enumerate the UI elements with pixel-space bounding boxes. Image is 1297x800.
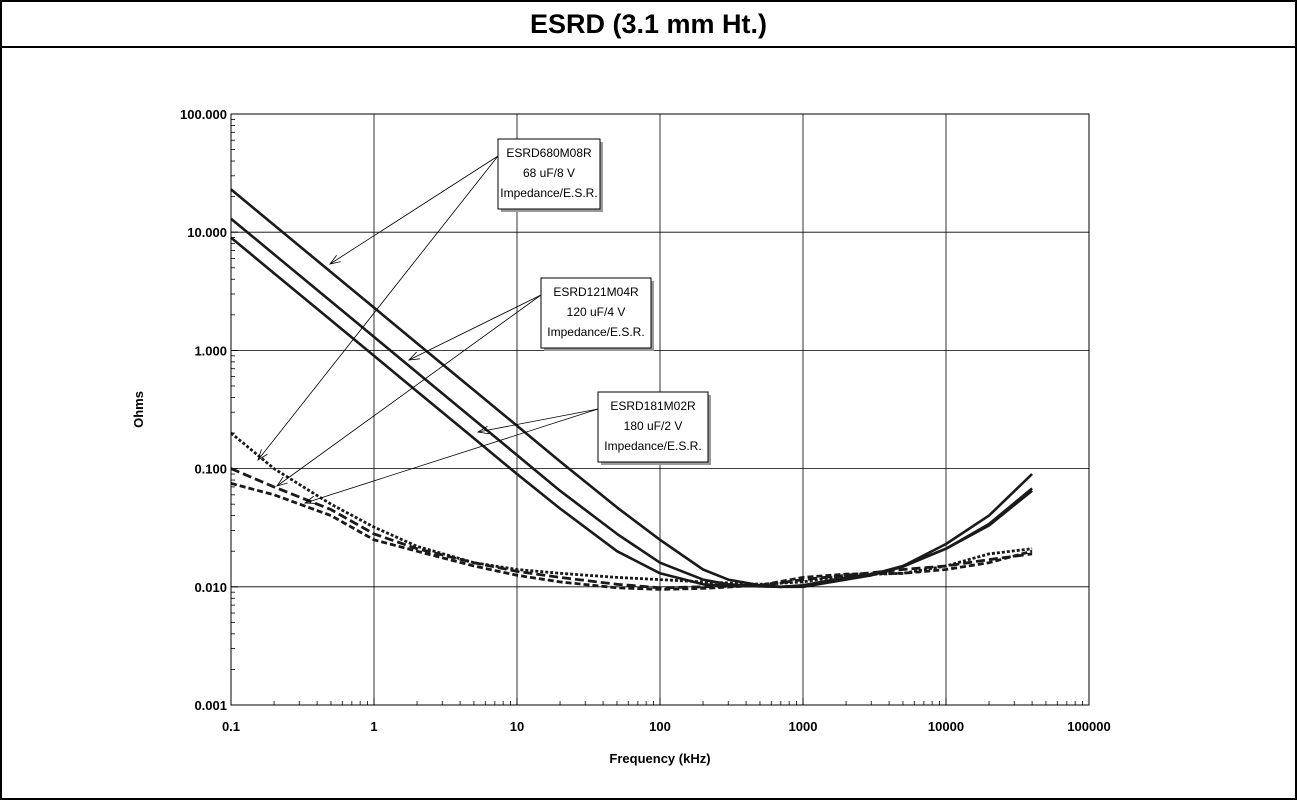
annotation-arrowhead xyxy=(303,495,317,504)
annotation-text: Impedance/E.S.R. xyxy=(547,325,644,339)
series-line-6 xyxy=(230,482,1033,591)
x-tick-labels: 0.1 1 10 100 1000 10000 100000 xyxy=(222,719,1111,734)
annotation-box xyxy=(597,391,709,463)
annotation-box xyxy=(497,138,601,210)
y-tick-label: 0.010 xyxy=(194,580,227,595)
annotation-leader-line xyxy=(477,408,599,433)
y-tick-label: 1.000 xyxy=(194,343,227,358)
series-group xyxy=(230,188,1034,591)
chart-title-bar: ESRD (3.1 mm Ht.) xyxy=(2,2,1295,48)
y-tick-label: 0.100 xyxy=(194,462,227,477)
x-tick-label: 0.1 xyxy=(222,719,240,734)
annotation-arrowhead xyxy=(257,449,268,461)
series-line-5 xyxy=(230,467,1033,590)
annotation-arrowhead xyxy=(407,351,420,361)
y-tick-label: 100.000 xyxy=(180,107,227,122)
y-tick-label: 10.000 xyxy=(187,225,227,240)
series-line-3 xyxy=(230,236,1033,589)
annotation-text: ESRD121M04R xyxy=(553,285,639,299)
annotation-leader-line xyxy=(408,294,542,361)
chart-title: ESRD (3.1 mm Ht.) xyxy=(529,8,768,39)
annotation-text: Impedance/E.S.R. xyxy=(604,439,701,453)
x-tick-label: 10000 xyxy=(928,719,964,734)
annotation-box xyxy=(540,277,652,349)
x-tick-label: 10 xyxy=(510,719,524,734)
annotation-text: ESRD680M08R xyxy=(506,146,592,160)
x-axis-label: Frequency (kHz) xyxy=(609,751,710,766)
annotation-arrowhead xyxy=(329,254,341,265)
annotation-text: Impedance/E.S.R. xyxy=(500,186,597,200)
y-tick-label: 0.001 xyxy=(194,698,227,713)
annotation-text: 120 uF/4 V xyxy=(567,305,626,319)
annotation-text: 68 uF/8 V xyxy=(523,166,575,180)
annotation-arrows xyxy=(257,155,599,504)
annotations: ESRD680M08R 68 uF/8 V Impedance/E.S.R. ESRD… xyxy=(497,138,711,465)
annotation-text: 180 uF/2 V xyxy=(624,419,683,433)
annotation-arrowhead xyxy=(276,476,288,487)
annotation-text: ESRD181M02R xyxy=(610,399,696,413)
annotation-leader-line xyxy=(329,155,499,265)
y-axis-label: Ohms xyxy=(131,391,146,428)
minor-ticks xyxy=(230,113,1090,706)
plot-area xyxy=(230,113,1090,706)
annotation-leader-line xyxy=(257,155,499,461)
annotation-leader-line xyxy=(304,408,599,504)
x-tick-label: 1 xyxy=(370,719,377,734)
annotation-arrowhead xyxy=(476,426,489,435)
x-tick-label: 100 xyxy=(649,719,671,734)
x-tick-label: 100000 xyxy=(1067,719,1110,734)
annotation-leader-line xyxy=(276,294,542,487)
x-tick-label: 1000 xyxy=(789,719,818,734)
y-tick-labels: 0.001 0.010 0.100 1.000 10.000 100.000 xyxy=(180,107,227,713)
